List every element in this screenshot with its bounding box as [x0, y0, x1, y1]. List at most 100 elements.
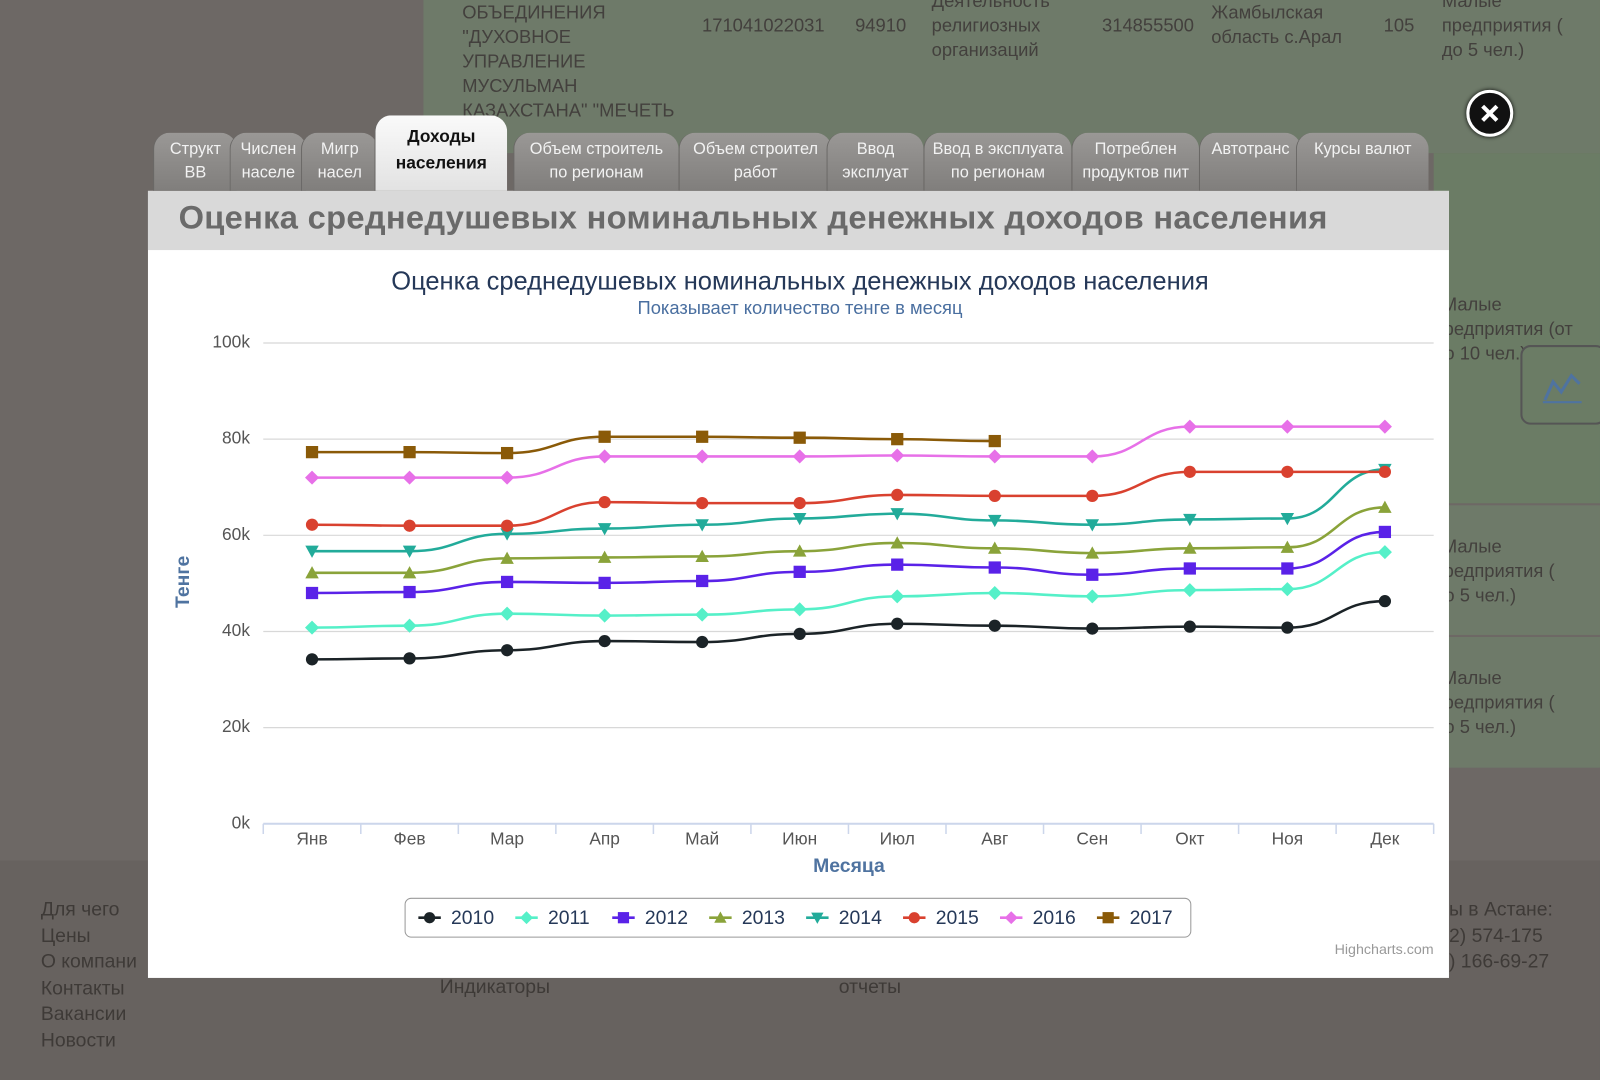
data-point — [695, 519, 709, 532]
legend-label[interactable]: 2013 — [742, 907, 785, 929]
data-point — [1086, 568, 1099, 581]
tab[interactable]: Ввод эксплуат — [826, 132, 924, 191]
data-point — [792, 449, 807, 464]
data-point — [1280, 419, 1295, 434]
footer-link[interactable]: ы в Астане: — [1448, 899, 1553, 921]
legend-label[interactable]: 2017 — [1130, 907, 1173, 929]
data-point — [987, 449, 1002, 464]
data-point — [1085, 589, 1100, 604]
legend-label[interactable]: 2011 — [548, 907, 590, 929]
tab[interactable]: Доходы населения — [374, 115, 508, 191]
table-cell-text: Малые — [1441, 667, 1502, 689]
tab[interactable]: Потреблен продуктов пит — [1071, 132, 1199, 191]
data-point — [1085, 546, 1100, 559]
tab[interactable]: Автотранс — [1198, 132, 1302, 191]
data-point — [1085, 449, 1100, 464]
tab-label: Ввод — [856, 140, 895, 159]
series-line — [312, 599, 1385, 661]
tab[interactable]: Ввод в эксплуата по регионам — [923, 132, 1072, 191]
credits[interactable]: Highcharts.com — [1335, 942, 1434, 958]
tab[interactable]: Структ ВВ — [153, 132, 237, 191]
legend-label[interactable]: 2016 — [1033, 907, 1076, 929]
data-point — [500, 528, 514, 541]
footer-link[interactable]: 2) 574-175 — [1448, 925, 1543, 947]
tab[interactable]: Объем строител работ — [678, 132, 832, 191]
data-point — [1378, 465, 1392, 478]
table-cell-bg — [1433, 636, 1600, 768]
x-tick-label: Сен — [1076, 829, 1108, 849]
data-point — [890, 508, 904, 521]
tab-label: Мигр — [320, 140, 359, 159]
data-point — [891, 433, 904, 446]
series-line — [312, 468, 1385, 553]
legend-label[interactable]: 2010 — [451, 907, 494, 929]
data-point — [1281, 621, 1294, 634]
tab-label: населения — [395, 153, 487, 173]
data-point — [793, 565, 806, 578]
data-point — [988, 514, 1002, 528]
data-point — [891, 488, 904, 502]
data-point — [793, 496, 806, 510]
tab[interactable]: Числен населе — [229, 132, 307, 191]
tab[interactable]: Курсы валют — [1295, 132, 1429, 191]
x-tick-label: Дек — [1370, 829, 1399, 849]
footer-link[interactable]: отчеты — [838, 976, 902, 999]
data-point — [500, 446, 514, 460]
data-point — [305, 653, 319, 666]
footer-link[interactable]: Новости — [40, 1029, 116, 1052]
tab-label: Курсы валют — [1314, 140, 1412, 159]
data-point — [1183, 513, 1197, 527]
close-icon — [1481, 104, 1499, 122]
legend-label[interactable]: 2014 — [839, 907, 882, 929]
data-point — [598, 430, 611, 443]
x-axis-title: Месяца — [813, 855, 885, 877]
tab-label: работ — [733, 164, 778, 182]
close-button[interactable] — [1466, 89, 1514, 137]
tab-label: Доходы — [407, 126, 476, 146]
footer-link[interactable]: ) 166-69-27 — [1448, 951, 1550, 973]
footer-link[interactable]: Для чего — [40, 899, 120, 921]
data-point — [500, 551, 514, 564]
data-point — [696, 496, 709, 510]
data-point — [305, 518, 319, 531]
data-point — [1378, 525, 1392, 539]
data-point — [500, 644, 514, 657]
data-point — [988, 619, 1001, 632]
footer-link[interactable]: Цены — [40, 925, 91, 947]
table-cell-bg — [1433, 153, 1600, 504]
data-point — [696, 574, 709, 588]
legend-marker — [811, 912, 824, 924]
legend-label[interactable]: 2015 — [936, 907, 979, 929]
data-point — [890, 536, 904, 549]
x-tick-label: Июл — [880, 829, 915, 849]
data-point — [500, 606, 515, 621]
footer-link[interactable]: Индикаторы — [439, 976, 551, 999]
y-tick-label: 20k — [222, 716, 250, 736]
legend-label[interactable]: 2012 — [645, 907, 688, 929]
chart-subtitle: Показывает количество тенге в месяц — [638, 297, 963, 318]
table-cell-text: организаций — [931, 39, 1039, 61]
y-tick-label: 40k — [222, 620, 250, 640]
data-point — [1183, 541, 1197, 554]
footer-link[interactable]: О компани — [40, 951, 137, 974]
table-cell-text: ОБЪЕДИНЕНИЯ — [462, 2, 606, 23]
table-cell-text: Малые — [1441, 293, 1502, 315]
data-point — [597, 449, 612, 464]
tab-label: Объем строитель — [529, 140, 664, 159]
tab-label: Структ — [169, 140, 221, 159]
chart-icon — [1542, 373, 1582, 404]
modal-title: Оценка среднедушевых номинальных денежны… — [178, 199, 1328, 236]
footer-link[interactable]: Контакты — [40, 977, 125, 1000]
data-point — [1281, 465, 1294, 478]
table-cell-text: КАЗАХСТАНА" "МЕЧЕТЬ — [462, 100, 675, 121]
tab[interactable]: Мигр насел — [301, 132, 378, 191]
data-point — [1086, 622, 1099, 635]
tab-label: Числен — [240, 140, 297, 159]
data-point — [1377, 545, 1392, 560]
footer-link[interactable]: Вакансии — [40, 1003, 127, 1026]
tab[interactable]: Объем строитель по регионам — [513, 132, 679, 191]
chart-icon-button[interactable] — [1520, 345, 1600, 425]
series-line — [312, 506, 1385, 575]
